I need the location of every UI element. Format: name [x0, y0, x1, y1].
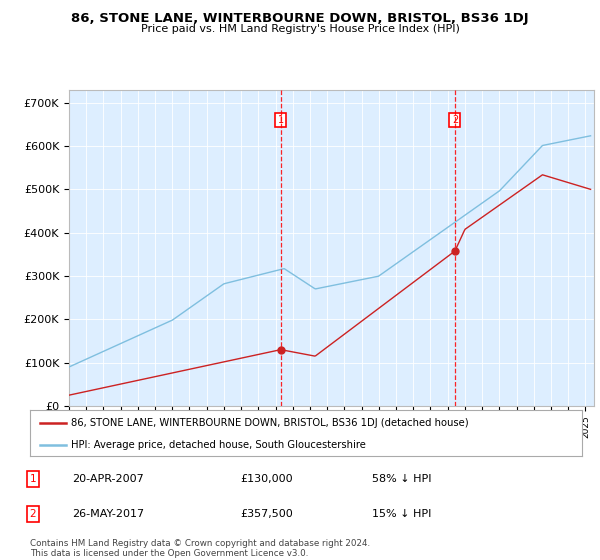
- Text: 2: 2: [452, 115, 458, 125]
- Text: £357,500: £357,500: [240, 509, 293, 519]
- Text: 15% ↓ HPI: 15% ↓ HPI: [372, 509, 431, 519]
- Text: £130,000: £130,000: [240, 474, 293, 484]
- Text: 20-APR-2007: 20-APR-2007: [72, 474, 144, 484]
- Text: Price paid vs. HM Land Registry's House Price Index (HPI): Price paid vs. HM Land Registry's House …: [140, 24, 460, 34]
- Text: 26-MAY-2017: 26-MAY-2017: [72, 509, 144, 519]
- Text: 1: 1: [29, 474, 37, 484]
- Text: 58% ↓ HPI: 58% ↓ HPI: [372, 474, 431, 484]
- Text: HPI: Average price, detached house, South Gloucestershire: HPI: Average price, detached house, Sout…: [71, 440, 366, 450]
- Text: 86, STONE LANE, WINTERBOURNE DOWN, BRISTOL, BS36 1DJ (detached house): 86, STONE LANE, WINTERBOURNE DOWN, BRIST…: [71, 418, 469, 428]
- Text: 1: 1: [278, 115, 284, 125]
- Text: 2: 2: [29, 509, 37, 519]
- Text: Contains HM Land Registry data © Crown copyright and database right 2024.
This d: Contains HM Land Registry data © Crown c…: [30, 539, 370, 558]
- Text: 86, STONE LANE, WINTERBOURNE DOWN, BRISTOL, BS36 1DJ: 86, STONE LANE, WINTERBOURNE DOWN, BRIST…: [71, 12, 529, 25]
